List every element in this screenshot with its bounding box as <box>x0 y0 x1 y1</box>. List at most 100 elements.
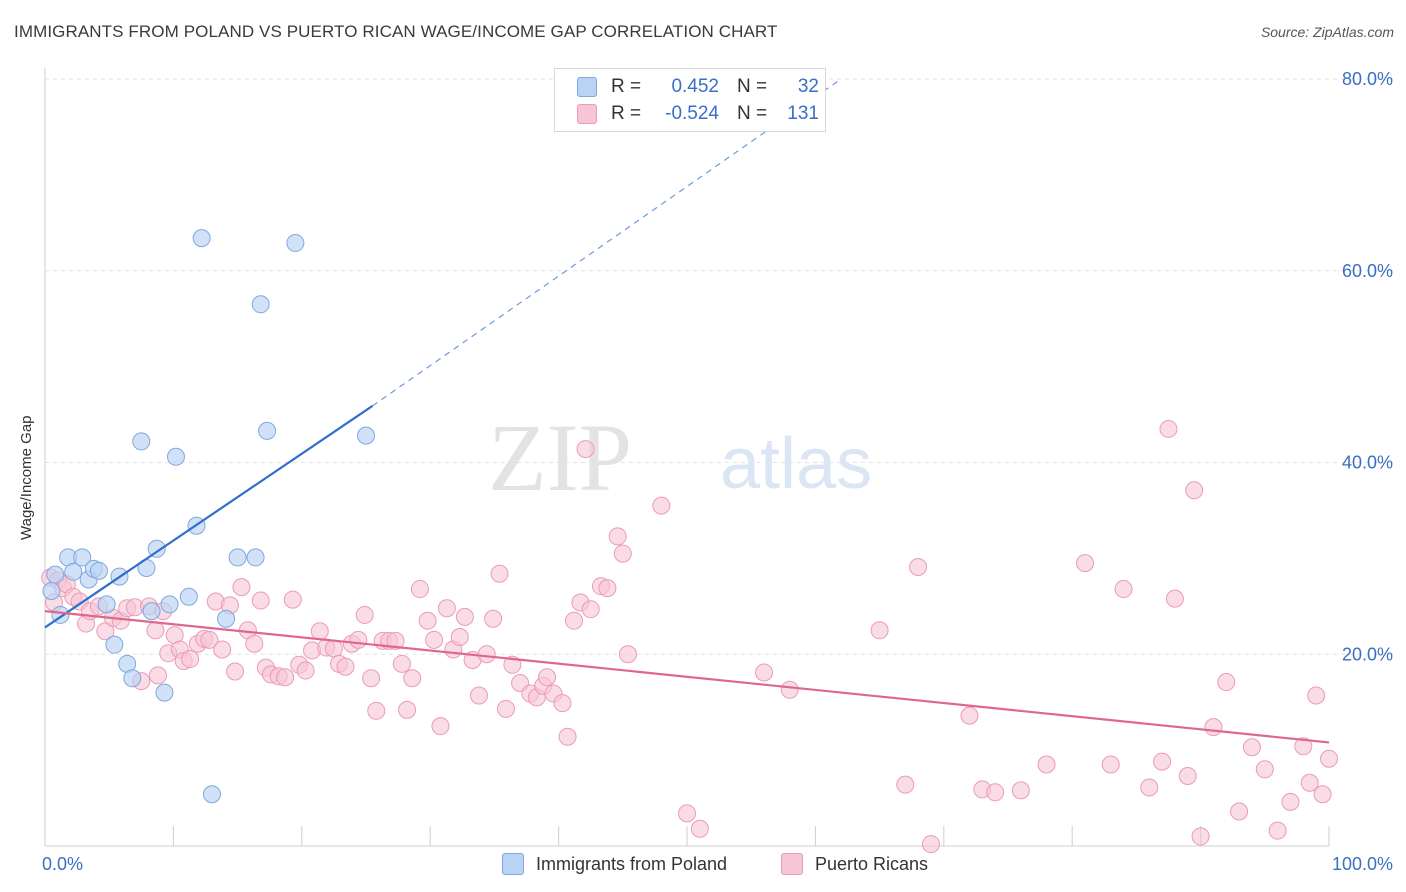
data-point-poland <box>286 233 305 252</box>
legend-r-label: R = <box>611 76 642 97</box>
data-point-puerto <box>484 609 503 628</box>
data-point-puerto <box>1307 686 1326 705</box>
bottom-legend-label-poland: Immigrants from Poland <box>536 853 728 874</box>
data-point-puerto <box>1114 580 1133 599</box>
data-point-puerto <box>1242 738 1261 757</box>
bottom-legend-swatch-puerto <box>781 853 803 875</box>
data-point-puerto <box>1076 554 1095 573</box>
data-point-puerto <box>418 611 437 630</box>
axes <box>44 68 1330 847</box>
data-point-puerto <box>1191 827 1210 846</box>
data-point-puerto <box>921 835 940 854</box>
data-point-puerto <box>232 578 251 597</box>
data-point-puerto <box>576 440 595 459</box>
legend-row-puerto: R = -0.524 N = 131 <box>577 102 819 126</box>
data-point-puerto <box>553 694 572 713</box>
data-point-puerto <box>431 717 450 736</box>
data-point-puerto <box>477 645 496 664</box>
data-point-poland <box>123 669 142 688</box>
data-point-puerto <box>367 701 386 720</box>
data-point-puerto <box>1101 755 1120 774</box>
data-point-puerto <box>1300 773 1319 792</box>
legend-r-label: R = <box>611 103 642 124</box>
data-point-poland <box>42 581 61 600</box>
data-point-puerto <box>200 630 219 649</box>
chart-title: IMMIGRANTS FROM POLAND VS PUERTO RICAN W… <box>14 22 778 41</box>
data-point-puerto <box>437 599 456 618</box>
data-point-puerto <box>296 661 315 680</box>
data-point-puerto <box>425 630 444 649</box>
data-point-puerto <box>1294 737 1313 756</box>
data-point-poland <box>258 421 277 440</box>
data-point-poland <box>46 565 65 584</box>
watermark: ZIP atlas <box>488 404 872 511</box>
y-tick-label: 80.0% <box>1342 69 1393 89</box>
legend-swatch-poland <box>577 77 597 97</box>
data-point-puerto <box>598 579 617 598</box>
data-point-poland <box>179 587 198 606</box>
legend-swatch-puerto <box>577 104 597 124</box>
bottom-legend-poland: Immigrants from Poland <box>502 852 727 876</box>
puerto-points <box>41 419 1338 854</box>
data-point-puerto <box>558 727 577 746</box>
data-point-puerto <box>148 666 167 685</box>
data-point-poland <box>202 785 221 804</box>
data-point-puerto <box>1230 802 1249 821</box>
data-point-poland <box>155 683 174 702</box>
legend-n-value: 32 <box>797 76 819 97</box>
data-point-puerto <box>618 645 637 664</box>
data-point-puerto <box>349 630 368 649</box>
data-point-poland <box>73 548 92 567</box>
data-point-poland <box>105 635 124 654</box>
data-point-poland <box>192 229 211 248</box>
watermark-atlas: atlas <box>720 424 872 504</box>
bottom-legend-puerto: Puerto Ricans <box>781 852 928 876</box>
data-point-puerto <box>608 527 627 546</box>
data-point-puerto <box>896 775 915 794</box>
data-point-puerto <box>355 605 374 624</box>
data-point-puerto <box>386 631 405 650</box>
y-tick-label: 20.0% <box>1342 644 1393 664</box>
data-point-puerto <box>392 654 411 673</box>
bottom-legend-swatch-poland <box>502 853 524 875</box>
data-point-puerto <box>690 819 709 838</box>
data-point-puerto <box>410 580 429 599</box>
legend-row-poland: R = 0.452 N = 32 <box>577 75 819 99</box>
data-point-puerto <box>1011 781 1030 800</box>
data-point-poland <box>217 609 236 628</box>
data-point-puerto <box>496 699 515 718</box>
trend-line-poland-extension <box>372 78 842 407</box>
data-point-puerto <box>398 700 417 719</box>
data-point-puerto <box>276 668 295 687</box>
bottom-legend-label-puerto: Puerto Ricans <box>815 853 929 874</box>
data-point-puerto <box>226 662 245 681</box>
data-point-puerto <box>213 640 232 659</box>
legend-n-label: N = <box>737 103 768 124</box>
data-point-poland <box>160 595 179 614</box>
data-point-puerto <box>336 657 355 676</box>
data-point-poland <box>166 447 185 466</box>
data-point-puerto <box>1204 718 1223 737</box>
data-point-puerto <box>565 611 584 630</box>
data-point-puerto <box>1037 755 1056 774</box>
y-tick-label: 60.0% <box>1342 261 1393 281</box>
legend-r-value: -0.524 <box>665 103 719 124</box>
trend-line-puerto <box>44 610 1330 744</box>
data-point-puerto <box>1268 821 1287 840</box>
x-tick-label: 0.0% <box>42 854 83 874</box>
y-tick-label: 40.0% <box>1342 453 1393 473</box>
legend-n-value: 131 <box>787 103 819 124</box>
data-point-puerto <box>909 558 928 577</box>
data-point-puerto <box>1255 760 1274 779</box>
data-point-puerto <box>469 686 488 705</box>
trend-line-poland <box>44 405 374 629</box>
data-point-poland <box>147 539 166 558</box>
data-point-puerto <box>245 634 264 653</box>
data-point-puerto <box>490 564 509 583</box>
data-point-puerto <box>283 590 302 609</box>
data-point-puerto <box>181 650 200 669</box>
data-point-puerto <box>324 639 343 658</box>
trend-lines <box>44 78 1330 744</box>
data-point-poland <box>97 595 116 614</box>
source-label: Source: ZipAtlas.com <box>1260 24 1394 40</box>
